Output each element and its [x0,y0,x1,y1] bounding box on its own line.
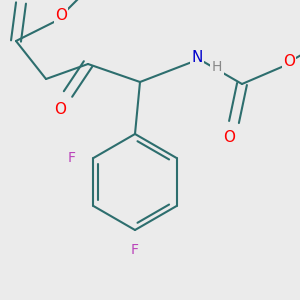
Text: O: O [0,0,9,2]
Text: O: O [55,8,67,23]
Text: F: F [131,243,139,257]
Text: H: H [212,60,222,74]
Text: O: O [223,130,235,145]
Text: O: O [283,53,295,68]
Text: O: O [54,101,66,116]
Text: F: F [68,151,75,165]
Text: N: N [191,50,203,64]
